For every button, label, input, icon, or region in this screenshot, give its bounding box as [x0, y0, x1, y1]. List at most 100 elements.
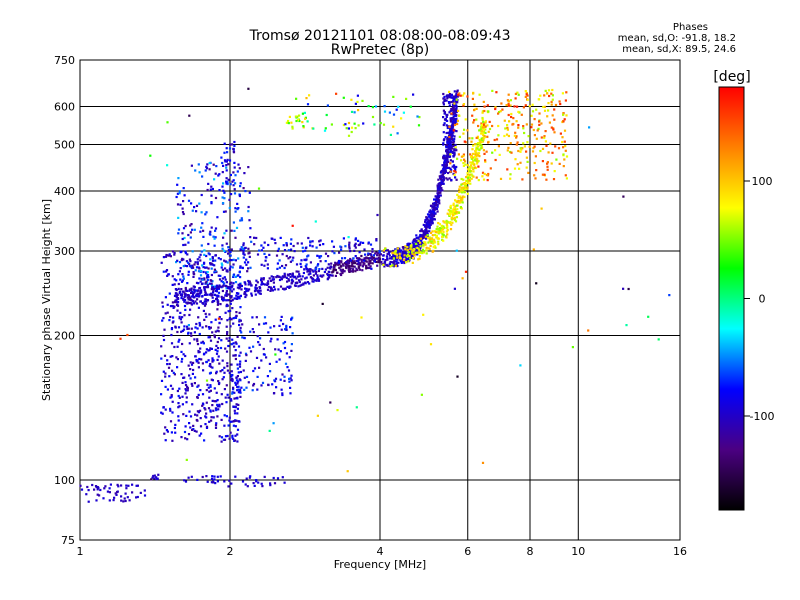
scatter-point [525, 92, 528, 95]
scatter-point [446, 154, 450, 157]
scatter-point [444, 166, 447, 169]
scatter-point [238, 318, 241, 321]
scatter-point [238, 320, 241, 323]
scatter-point [559, 132, 562, 135]
scatter-point [266, 375, 269, 378]
scatter-point [464, 185, 467, 188]
scatter-point [226, 158, 229, 161]
scatter-point [453, 137, 456, 141]
scatter-point [222, 202, 225, 205]
scatter-point [396, 264, 399, 268]
scatter-point [213, 299, 216, 303]
scatter-point [453, 210, 456, 213]
scatter-point [447, 166, 451, 169]
scatter-point [368, 257, 371, 260]
scatter-point [135, 484, 138, 487]
scatter-point [164, 385, 167, 388]
scatter-point [221, 161, 224, 165]
scatter-point [510, 115, 513, 119]
scatter-point [267, 383, 270, 386]
scatter-point [446, 212, 449, 215]
scatter-point [477, 152, 481, 155]
scatter-point [184, 381, 187, 384]
scatter-point [453, 149, 456, 152]
scatter-point [399, 260, 403, 263]
scatter-point [193, 338, 196, 341]
scatter-point [182, 290, 185, 293]
scatter-point [356, 94, 359, 97]
scatter-point [347, 127, 350, 130]
scatter-point [412, 93, 415, 96]
scatter-point [431, 250, 434, 253]
scatter-point [183, 194, 186, 197]
scatter-point [491, 124, 494, 128]
scatter-point [203, 300, 206, 303]
scatter-point [507, 104, 510, 107]
scatter-point [224, 396, 227, 399]
scatter-point [510, 112, 513, 116]
scatter-point [180, 321, 183, 324]
scatter-point [295, 281, 299, 284]
scatter-point [220, 295, 223, 298]
scatter-point [485, 173, 488, 177]
scatter-point [125, 484, 128, 487]
scatter-point [367, 252, 370, 255]
scatter-point [176, 297, 180, 300]
scatter-point [442, 139, 445, 142]
scatter-point [432, 215, 436, 218]
scatter-point [388, 111, 391, 114]
scatter-point [462, 195, 465, 198]
scatter-point [331, 250, 334, 253]
scatter-point [268, 362, 271, 365]
scatter-point [453, 218, 457, 222]
scatter-point [211, 300, 214, 304]
scatter-point [201, 326, 204, 329]
scatter-point [301, 275, 304, 278]
scatter-point [378, 254, 381, 257]
scatter-point [330, 274, 333, 277]
scatter-point [221, 402, 224, 406]
scatter-point [330, 265, 333, 268]
scatter-point [477, 179, 480, 182]
scatter-point [239, 391, 242, 394]
scatter-point [283, 274, 286, 277]
scatter-point [201, 404, 204, 407]
scatter-point [222, 284, 225, 287]
scatter-point [515, 135, 518, 138]
scatter-point [454, 100, 457, 103]
scatter-point [482, 149, 485, 152]
scatter-point [279, 378, 282, 381]
scatter-point [494, 158, 497, 162]
scatter-point [247, 87, 250, 90]
scatter-point [443, 161, 446, 165]
scatter-point [476, 137, 480, 140]
scatter-point [184, 288, 187, 291]
scatter-point [495, 91, 498, 94]
scatter-point [264, 259, 267, 262]
scatter-point [484, 131, 487, 134]
phases-stats-heading: Phases [672, 22, 708, 33]
scatter-point [456, 201, 459, 204]
scatter-point [245, 288, 248, 291]
scatter-point [373, 123, 376, 126]
scatter-point [528, 105, 531, 108]
scatter-point [404, 248, 407, 251]
scatter-point [188, 410, 191, 413]
scatter-point [214, 229, 217, 232]
scatter-point [305, 276, 308, 279]
scatter-point [229, 285, 232, 288]
scatter-point [509, 104, 512, 107]
scatter-point [222, 182, 225, 185]
scatter-point [443, 99, 446, 102]
scatter-point [343, 270, 346, 273]
scatter-point [475, 107, 478, 110]
scatter-point [457, 153, 460, 156]
scatter-point [462, 155, 465, 158]
scatter-point [199, 290, 203, 293]
scatter-point [181, 357, 184, 361]
scatter-point [456, 100, 459, 104]
scatter-point [231, 379, 234, 383]
scatter-point [198, 277, 201, 280]
scatter-point [498, 153, 501, 156]
scatter-point [238, 167, 241, 170]
